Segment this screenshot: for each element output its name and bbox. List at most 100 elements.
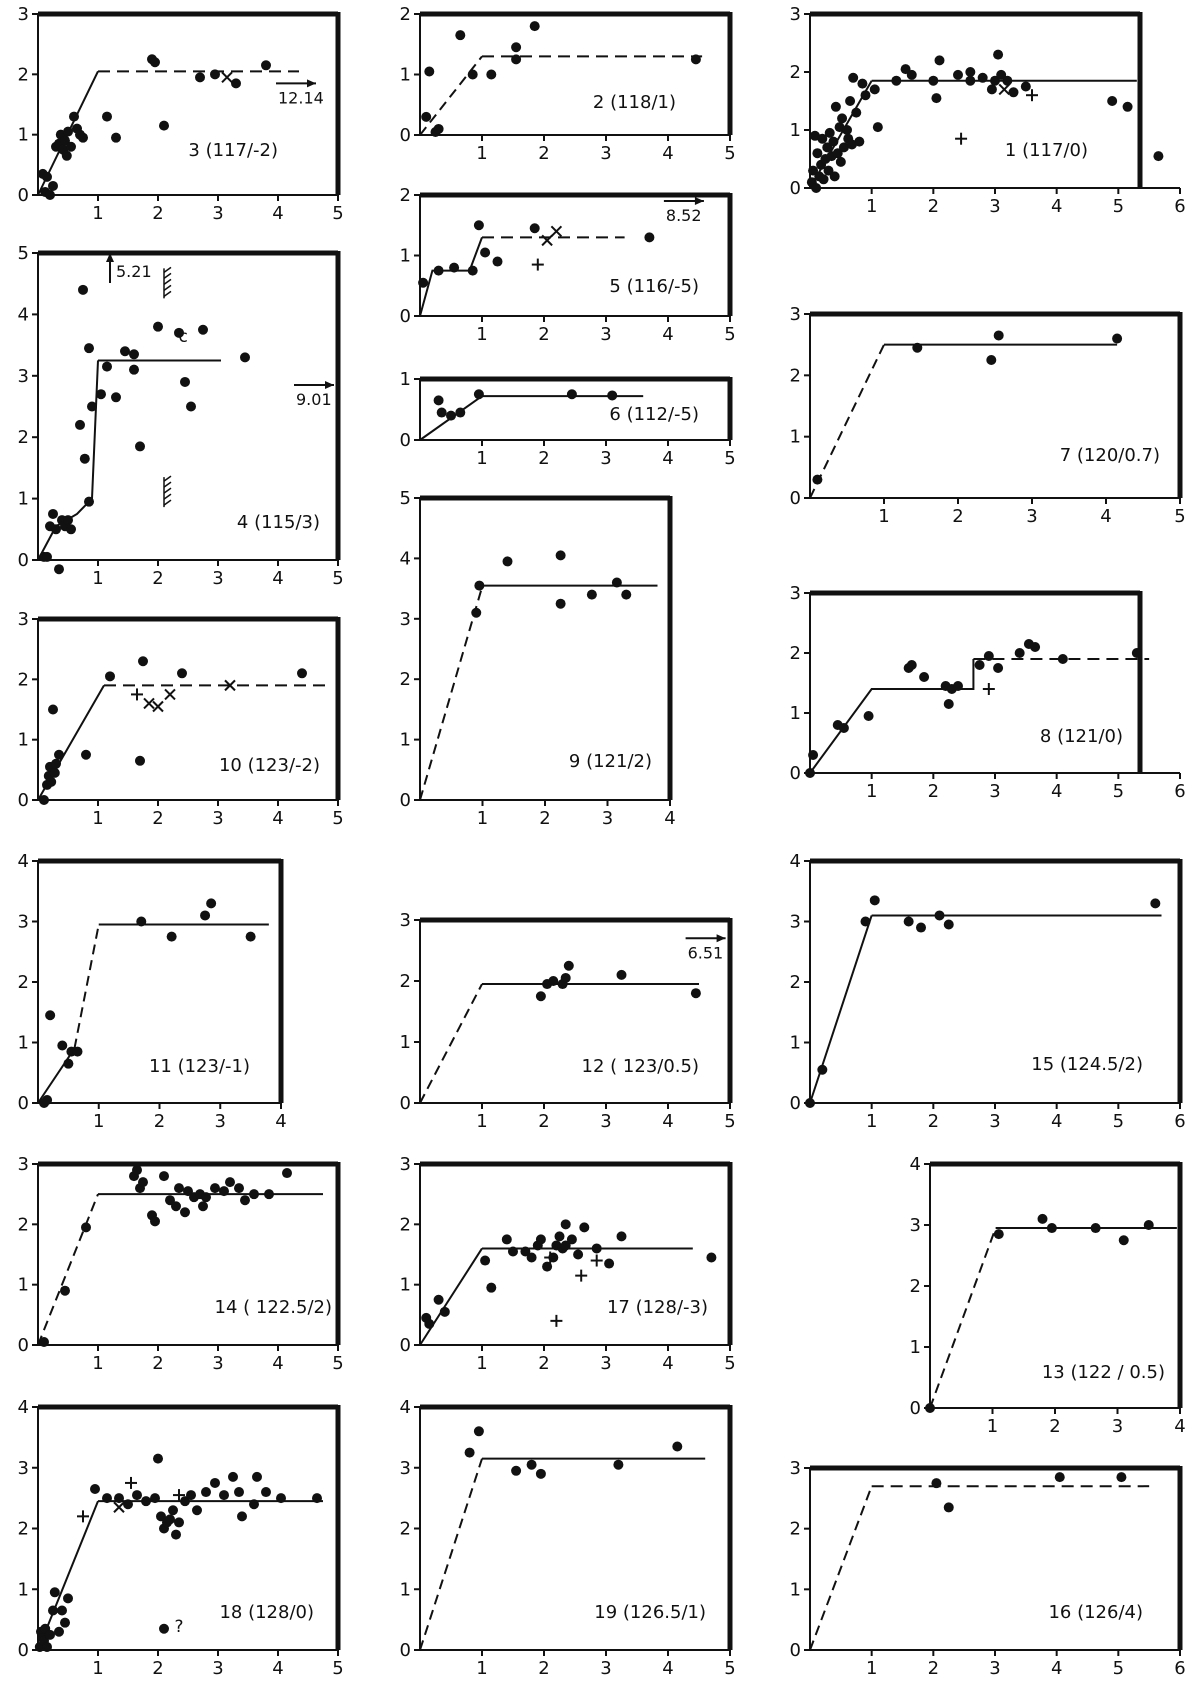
x-tick-label: 5 [1113,1111,1124,1132]
x-tick-label: 2 [152,568,163,589]
model-rise-line [809,80,873,189]
x-tick-label: 5 [724,1353,735,1374]
model-rise-line [809,915,873,1104]
data-point [869,895,880,906]
data-point [1116,1472,1127,1483]
data-point [84,343,94,354]
data-point [486,69,497,80]
data-point [200,910,211,921]
x-tick-label: 1 [477,808,488,829]
data-point [153,1453,163,1464]
data-point [66,141,76,152]
x-tick-label: 5 [332,203,343,224]
data-point [171,1529,181,1540]
data-point [953,681,963,691]
x-tick-label: 5 [1113,196,1124,217]
panel-label: 12 ( 123/0.5) [582,1056,699,1077]
x-tick-label: 1 [92,1353,103,1374]
data-point [1008,87,1019,98]
x-tick-label: 5 [332,1658,343,1679]
off-scale-arrow: 9.01 [294,381,334,409]
off-scale-arrow: 8.52 [663,197,704,225]
data-point [96,389,106,400]
data-point [201,1192,211,1203]
data-point [135,755,145,766]
data-point [48,180,58,191]
x-tick-label: 4 [662,448,673,469]
x-tick-label: 3 [212,1658,223,1679]
x-tick-label: 2 [538,143,549,164]
data-point [63,126,73,137]
data-point [480,247,491,258]
x-tick-label: 1 [476,448,487,469]
panel-2: 0 1 2 1 2 3 4 5 2 (118/1) [400,4,736,164]
data-point [90,1484,100,1495]
data-point [529,21,540,32]
data-point [424,66,435,77]
data-point [276,1493,286,1504]
data-point [159,120,169,131]
data-point [46,776,57,787]
x-tick-label: 3 [989,196,1000,217]
panel-label: 5 (116/-5) [609,276,699,297]
panel-11: 0 1 2 3 4 1 2 3 4 11 (123/-1) [18,851,287,1132]
y-tick-label: 2 [790,62,801,83]
data-point [993,663,1004,673]
data-point [854,136,865,147]
y-tick-label: 0 [910,1398,921,1419]
data-point [811,183,822,193]
x-tick-label: 1 [866,196,877,217]
data-point [560,1240,571,1251]
data-point [591,1243,602,1254]
panel-label: 8 (121/0) [1040,726,1123,747]
data-point [252,1471,262,1482]
data-point [573,1249,584,1260]
data-point [501,1234,512,1245]
x-tick-label: 1 [92,203,103,224]
data-point [842,125,852,135]
plus-marker [131,688,143,701]
data-point [906,660,917,670]
data-point [554,1231,565,1242]
x-tick-label: 3 [600,1658,611,1679]
data-point [42,1094,53,1105]
data-point [965,75,976,86]
data-point [102,111,112,122]
x-tick-label: 1 [476,1353,487,1374]
y-tick-label: 1 [18,125,29,146]
y-tick-label: 2 [18,1519,29,1540]
data-point [845,96,856,106]
data-point [1118,1235,1129,1246]
data-point [63,1058,74,1069]
data-point [548,976,559,986]
data-point [446,410,456,421]
data-point [45,1629,55,1640]
y-tick-label: 0 [18,1093,29,1114]
panel-label: 11 (123/-1) [149,1056,250,1077]
point-annotation: c [179,327,188,347]
data-point [180,1496,190,1507]
data-point [1046,1223,1057,1234]
x-tick-label: 3 [1026,506,1037,527]
data-point [1054,1472,1065,1483]
data-point [111,392,121,403]
data-point [282,1168,292,1179]
data-point [993,330,1004,341]
panel-14: 0 1 2 3 1 2 3 4 5 14 ( 122.5/2) [18,1154,344,1374]
data-point [219,1490,229,1501]
data-point [102,1493,112,1504]
x-tick-label: 4 [275,1111,286,1132]
data-point [566,1234,577,1245]
x-tick-label: 6 [1174,1111,1185,1132]
hatch-stroke [163,493,172,500]
data-point [860,916,871,927]
off-scale-arrow: 5.21 [106,253,152,283]
data-point [210,1477,220,1488]
y-tick-label: 4 [400,1397,411,1418]
data-point [111,132,121,143]
data-point [613,1459,624,1470]
data-point [563,960,574,971]
data-point [1020,81,1031,92]
x-tick-label: 4 [662,1658,673,1679]
data-point [818,174,829,185]
